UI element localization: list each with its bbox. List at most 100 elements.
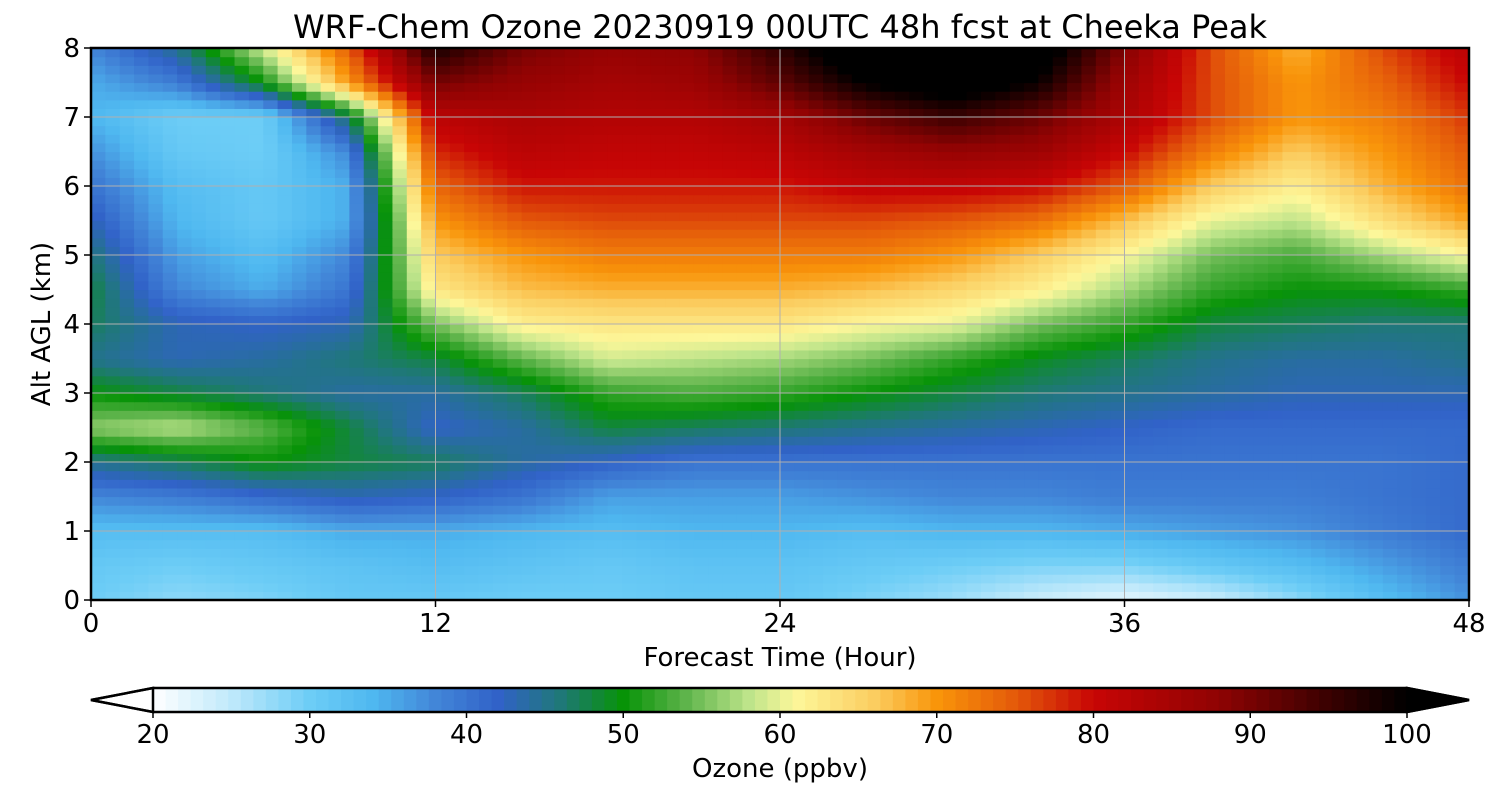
heatmap-cell [1167, 427, 1183, 437]
heatmap-cell [909, 177, 925, 187]
heatmap-cell [866, 479, 882, 489]
heatmap-cell [162, 315, 178, 325]
heatmap-cell [248, 367, 264, 377]
heatmap-cell [134, 410, 150, 420]
heatmap-cell [937, 211, 953, 222]
heatmap-cell [909, 151, 925, 161]
heatmap-cell [205, 375, 221, 385]
heatmap-cell [1153, 211, 1169, 222]
heatmap-cell [492, 246, 508, 256]
heatmap-cell [923, 306, 939, 316]
heatmap-cell [636, 306, 652, 316]
heatmap-cell [1382, 220, 1398, 230]
heatmap-cell [406, 315, 422, 325]
heatmap-cell [564, 487, 580, 498]
heatmap-cell [693, 349, 709, 360]
heatmap-cell [191, 418, 207, 429]
heatmap-cell [1038, 367, 1054, 377]
heatmap-cell [1454, 263, 1469, 273]
heatmap-cell [765, 177, 781, 187]
heatmap-cell [263, 574, 279, 584]
heatmap-cell [1368, 444, 1384, 454]
heatmap-cell [1153, 505, 1169, 515]
heatmap-cell [751, 186, 767, 196]
heatmap-cell [866, 418, 882, 429]
heatmap-cell [1268, 324, 1283, 334]
heatmap-cell [1311, 522, 1327, 532]
heatmap-cell [593, 384, 609, 394]
heatmap-cell [1282, 462, 1298, 472]
heatmap-cell [550, 418, 566, 429]
heatmap-cell [421, 186, 437, 196]
heatmap-cell [708, 263, 724, 273]
heatmap-cell [1024, 574, 1039, 584]
heatmap-cell [995, 289, 1011, 299]
heatmap-cell [1296, 436, 1312, 446]
heatmap-cell [177, 237, 193, 247]
heatmap-cell [1268, 168, 1283, 178]
heatmap-cell [823, 151, 839, 161]
heatmap-cell [1067, 211, 1083, 222]
heatmap-cell [248, 410, 264, 420]
heatmap-cell [937, 263, 953, 273]
heatmap-cell [306, 315, 322, 325]
heatmap-cell [593, 548, 609, 558]
heatmap-cell [751, 151, 767, 161]
heatmap-cell [1224, 462, 1240, 472]
heatmap-cell [751, 418, 767, 429]
heatmap-cell [421, 487, 437, 498]
heatmap-cell [708, 591, 724, 600]
heatmap-cell [780, 505, 795, 515]
heatmap-cell [1009, 315, 1025, 325]
heatmap-cell [880, 280, 896, 291]
heatmap-cell [277, 151, 293, 161]
heatmap-cell [263, 496, 279, 506]
heatmap-cell [119, 186, 135, 196]
heatmap-cell [1253, 591, 1269, 600]
heatmap-cell [1239, 453, 1255, 463]
heatmap-cell [1210, 418, 1226, 429]
heatmap-cell [1253, 280, 1269, 291]
heatmap-cell [191, 462, 207, 472]
heatmap-cell [679, 539, 695, 549]
heatmap-cell [335, 298, 350, 308]
heatmap-cell [1282, 565, 1298, 575]
heatmap-cell [478, 194, 494, 204]
heatmap-cell [1425, 453, 1441, 463]
heatmap-cell [894, 470, 910, 480]
heatmap-cell [1368, 436, 1384, 446]
heatmap-cell [1296, 186, 1312, 196]
heatmap-cell [995, 470, 1011, 480]
heatmap-cell [564, 418, 580, 429]
heatmap-cell [1067, 384, 1083, 394]
heatmap-cell [535, 298, 551, 308]
heatmap-cell [1038, 427, 1054, 437]
heatmap-cell [937, 393, 953, 403]
heatmap-cell [449, 186, 465, 196]
heatmap-cell [363, 272, 379, 282]
heatmap-cell [679, 556, 695, 567]
heatmap-cell [564, 246, 580, 256]
heatmap-cell [650, 470, 666, 480]
heatmap-cell [134, 539, 150, 549]
heatmap-cell [607, 367, 623, 377]
heatmap-cell [837, 289, 853, 299]
heatmap-cell [1124, 513, 1140, 523]
heatmap-cell [693, 565, 709, 575]
heatmap-cell [837, 220, 853, 230]
heatmap-cell [866, 496, 882, 506]
heatmap-cell [421, 177, 437, 187]
heatmap-cell [980, 246, 996, 256]
heatmap-cell [1239, 556, 1255, 567]
heatmap-cell [162, 177, 178, 187]
heatmap-cell [1411, 358, 1427, 368]
heatmap-cell [378, 255, 394, 265]
heatmap-cell [1454, 410, 1469, 420]
heatmap-cell [162, 358, 178, 368]
heatmap-cell [1282, 427, 1298, 437]
heatmap-cell [1397, 522, 1413, 532]
heatmap-cell [464, 211, 480, 222]
heatmap-cell [435, 358, 451, 368]
heatmap-cell [205, 582, 221, 592]
heatmap-cell [177, 151, 193, 161]
